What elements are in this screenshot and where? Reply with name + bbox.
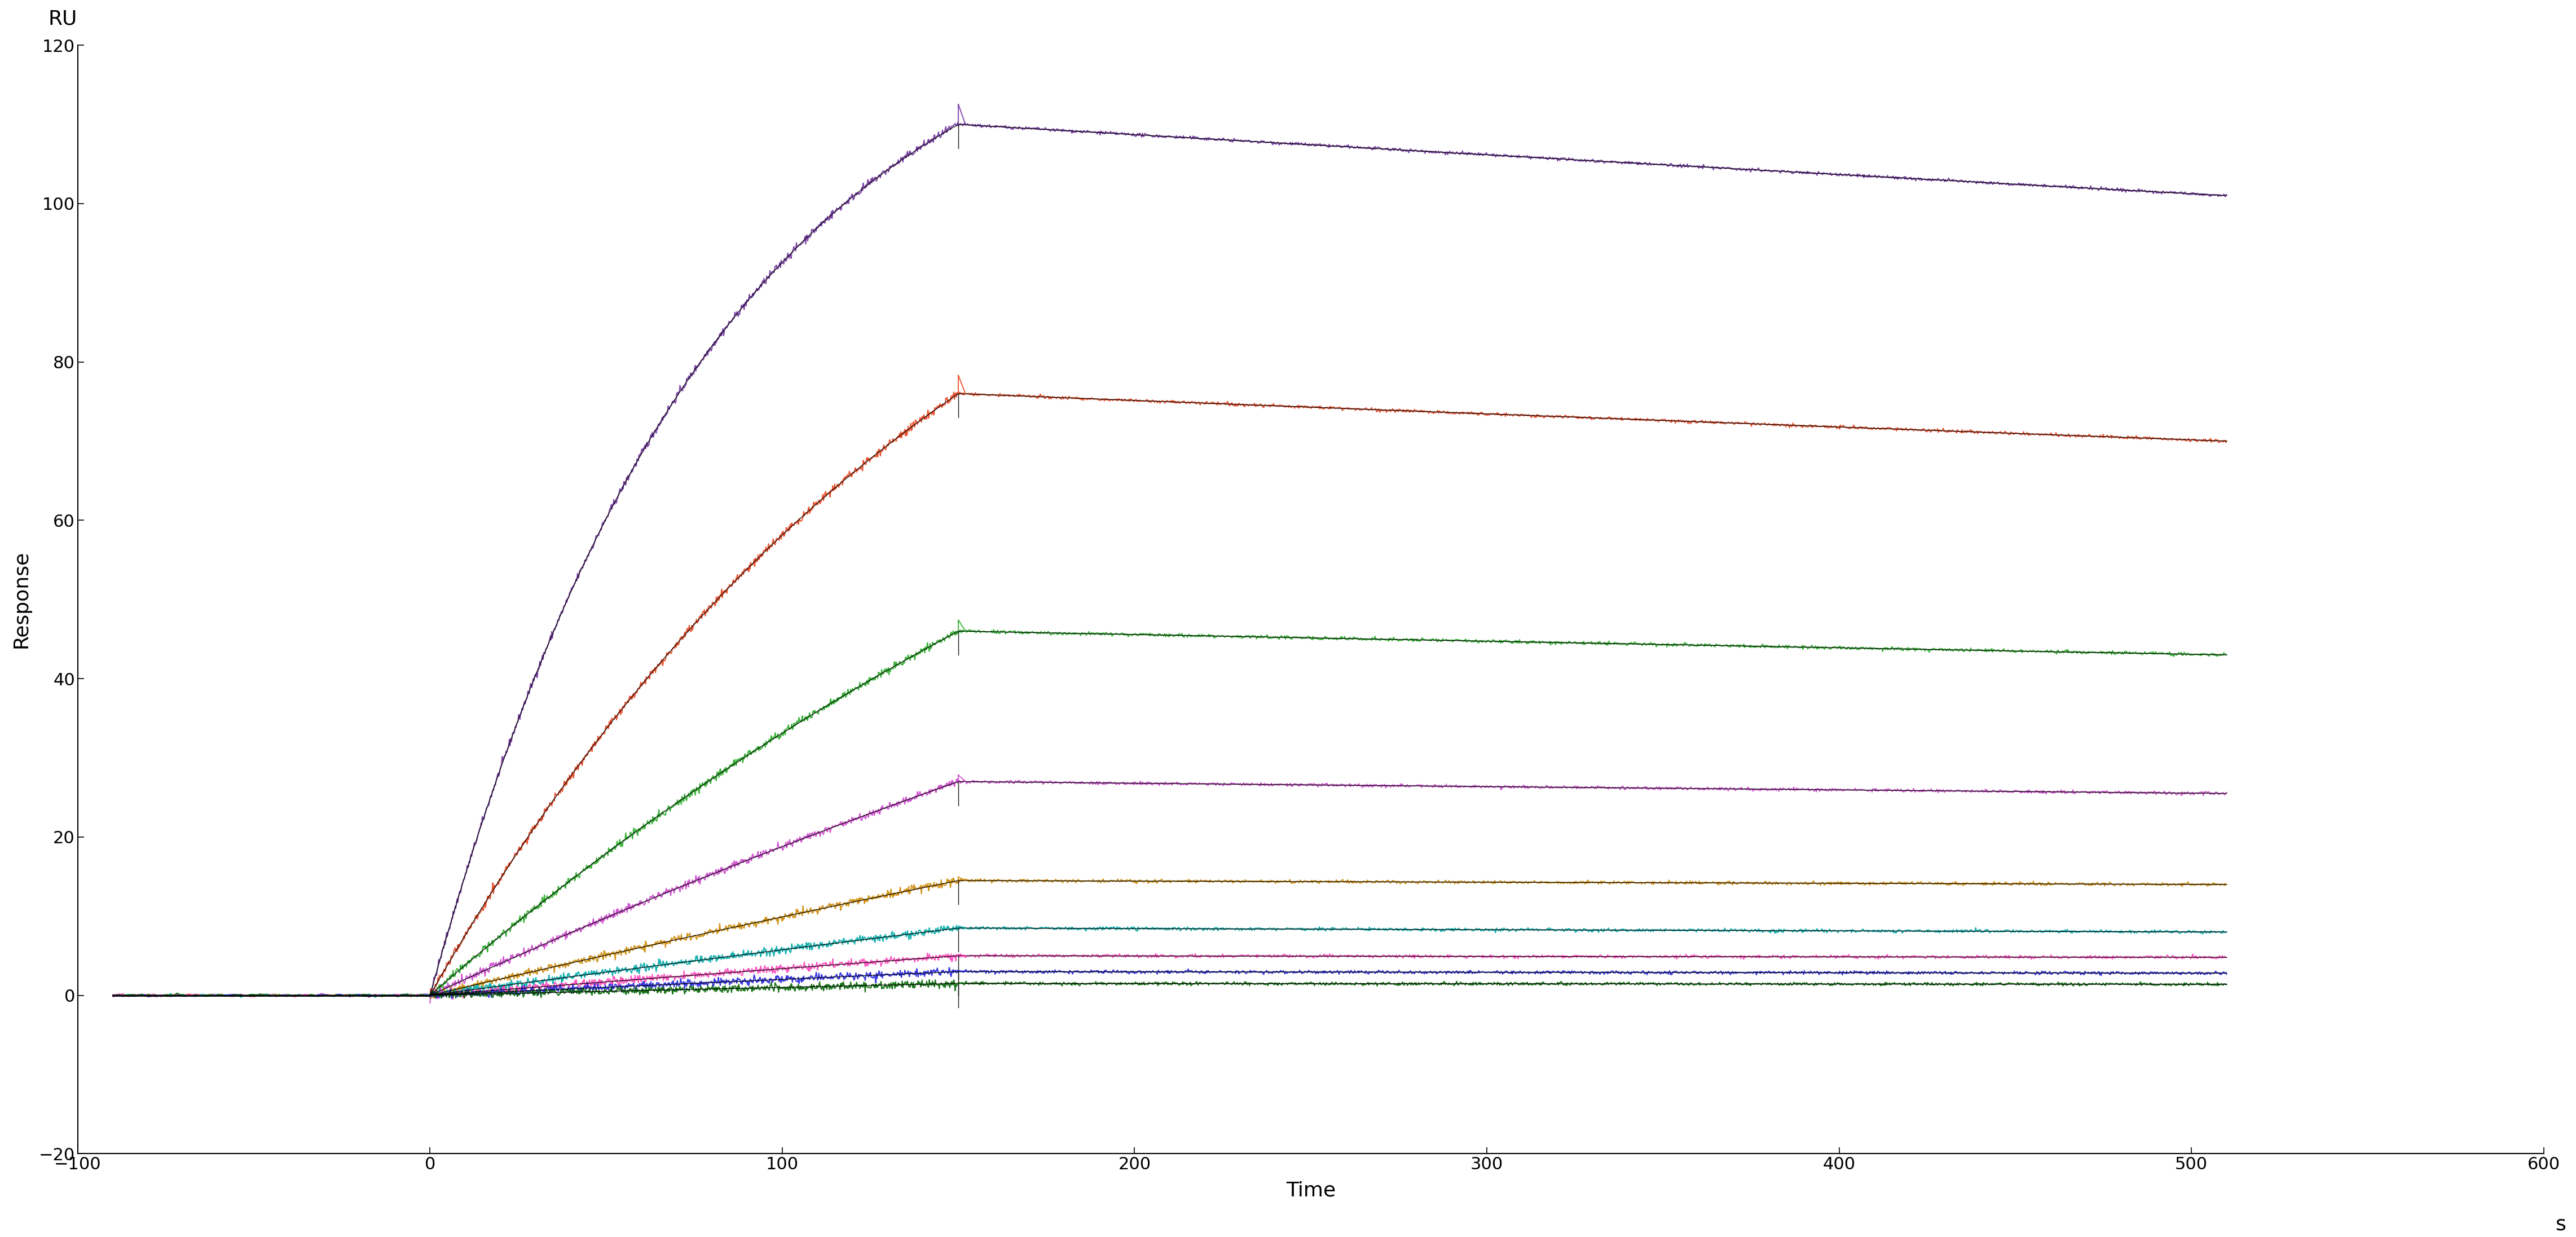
Text: RU: RU	[49, 10, 77, 28]
Y-axis label: Response: Response	[13, 550, 31, 648]
Text: s: s	[2555, 1215, 2566, 1233]
X-axis label: Time: Time	[1285, 1180, 1334, 1200]
